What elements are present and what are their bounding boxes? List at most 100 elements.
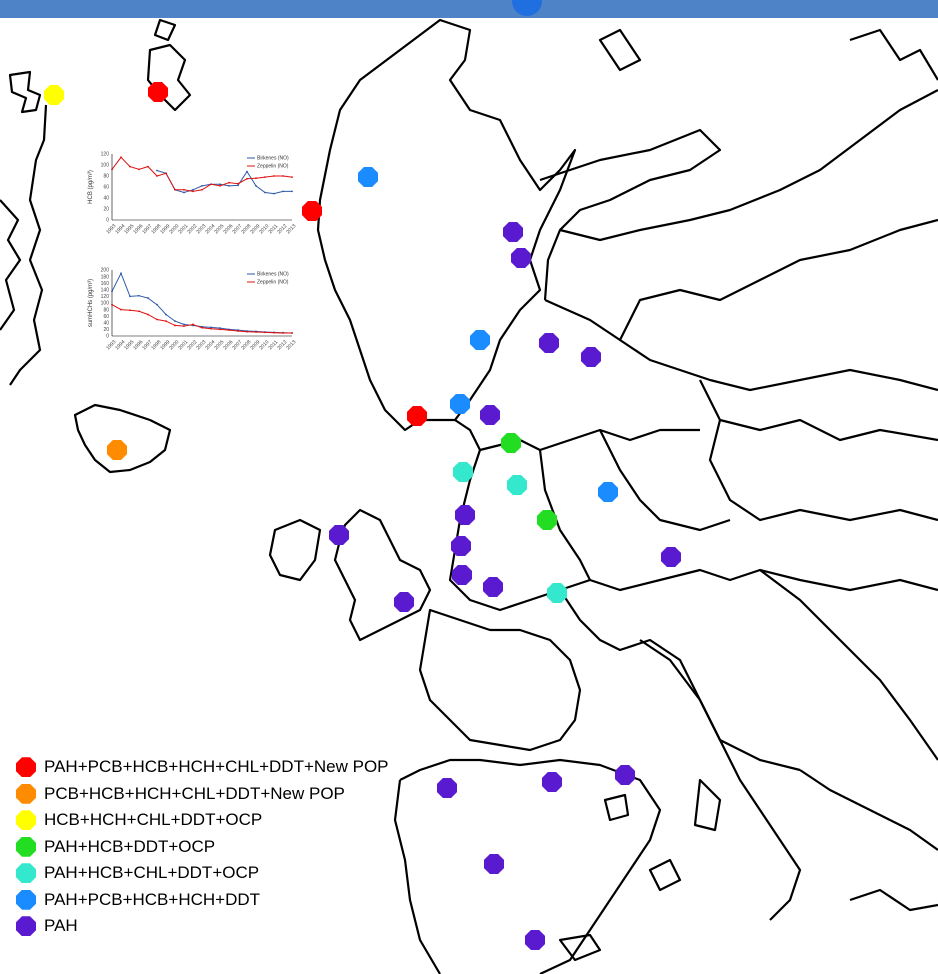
hch-line-chart: 0204060801001201401601802001993199419951… bbox=[88, 268, 298, 352]
station-marker bbox=[539, 333, 559, 353]
data-point bbox=[291, 176, 293, 178]
europe-map bbox=[0, 18, 938, 974]
y-tick-label: 160 bbox=[101, 281, 110, 287]
y-tick-label: 100 bbox=[101, 163, 110, 169]
legend-swatch bbox=[16, 810, 36, 831]
series-line bbox=[111, 304, 292, 334]
station-marker bbox=[329, 525, 349, 545]
data-point bbox=[201, 188, 203, 191]
coastlines bbox=[0, 18, 938, 974]
legend-item: HCB+HCH+CHL+DDT+OCP bbox=[16, 807, 389, 834]
legend-label: PAH bbox=[44, 916, 78, 936]
data-point bbox=[273, 192, 275, 195]
data-point bbox=[282, 175, 284, 177]
legend-swatch bbox=[16, 889, 36, 910]
monitoring-stations bbox=[44, 82, 681, 950]
data-point bbox=[174, 324, 176, 327]
station-marker bbox=[394, 592, 414, 612]
station-marker bbox=[470, 330, 490, 350]
data-point bbox=[282, 190, 284, 193]
data-point bbox=[219, 185, 221, 187]
station-marker bbox=[503, 222, 523, 242]
legend-item: PCB+HCB+HCH+CHL+DDT+New POP bbox=[16, 781, 389, 808]
data-point bbox=[138, 294, 140, 297]
station-marker bbox=[537, 510, 557, 530]
data-point bbox=[183, 188, 185, 191]
data-point bbox=[210, 327, 212, 330]
data-point bbox=[246, 177, 248, 180]
data-point bbox=[129, 295, 131, 298]
data-point bbox=[156, 175, 158, 177]
data-point bbox=[165, 320, 167, 323]
data-point bbox=[210, 326, 212, 329]
y-tick-label: 100 bbox=[101, 301, 110, 307]
y-tick-label: 40 bbox=[103, 196, 109, 202]
legend-swatch bbox=[16, 863, 36, 884]
y-tick-label: 180 bbox=[101, 274, 110, 280]
station-marker bbox=[598, 482, 618, 502]
station-marker bbox=[581, 347, 601, 367]
data-point bbox=[264, 191, 266, 194]
data-point bbox=[255, 331, 257, 333]
station-marker bbox=[452, 565, 472, 585]
data-point bbox=[192, 190, 194, 193]
legend-item: PAH+PCB+HCB+HCH+DDT bbox=[16, 887, 389, 914]
y-axis-label: HCB (pg/m³) bbox=[88, 170, 94, 204]
legend-item: PAH+PCB+HCB+HCH+CHL+DDT+New POP bbox=[16, 754, 389, 781]
data-point bbox=[273, 331, 275, 334]
y-axis-label: sumHCHs (pg/m³) bbox=[88, 279, 94, 327]
station-marker bbox=[525, 930, 545, 950]
legend-swatch bbox=[16, 836, 36, 857]
data-point bbox=[192, 188, 194, 191]
hcb-inset-chart: 0 20 40 60 80 100 120 1993 1994 1995 1996 1997 1998 1… bbox=[84, 148, 299, 244]
y-tick-label: 120 bbox=[101, 294, 110, 300]
station-marker bbox=[450, 394, 470, 414]
station-marker bbox=[615, 765, 635, 785]
data-point bbox=[183, 191, 185, 194]
chart-legend-label: Birkenes (NO) bbox=[257, 272, 289, 278]
legend-swatch bbox=[16, 916, 36, 937]
station-marker bbox=[302, 201, 322, 221]
station-marker bbox=[358, 167, 378, 187]
station-marker bbox=[437, 778, 457, 798]
data-point bbox=[147, 313, 149, 316]
data-point bbox=[264, 176, 266, 178]
y-tick-label: 120 bbox=[101, 152, 110, 158]
legend-swatch bbox=[16, 783, 36, 804]
data-point bbox=[129, 309, 131, 312]
station-marker bbox=[107, 440, 127, 460]
y-tick-label: 80 bbox=[103, 307, 109, 313]
data-point bbox=[237, 182, 239, 185]
data-point bbox=[174, 188, 176, 191]
data-point bbox=[174, 320, 176, 323]
data-point bbox=[246, 330, 248, 333]
x-tick-label: 2013 bbox=[285, 339, 297, 351]
y-tick-label: 40 bbox=[103, 321, 109, 327]
data-point bbox=[282, 332, 284, 334]
data-point bbox=[219, 183, 221, 186]
chart-legend-label: Zeppelin (NO) bbox=[257, 280, 289, 286]
data-point bbox=[156, 318, 158, 321]
data-point bbox=[192, 323, 194, 326]
station-marker bbox=[148, 82, 168, 102]
data-point bbox=[264, 331, 266, 334]
y-tick-label: 0 bbox=[106, 334, 109, 340]
data-point bbox=[183, 325, 185, 327]
y-tick-label: 60 bbox=[103, 185, 109, 191]
data-point bbox=[291, 190, 293, 193]
data-point bbox=[165, 313, 167, 316]
data-point bbox=[111, 168, 113, 171]
series-line bbox=[156, 170, 292, 195]
y-tick-label: 0 bbox=[106, 218, 109, 224]
data-point bbox=[255, 185, 257, 187]
y-tick-label: 200 bbox=[101, 268, 110, 274]
data-point bbox=[201, 326, 203, 329]
legend-label: PAH+PCB+HCB+HCH+CHL+DDT+New POP bbox=[44, 757, 389, 777]
station-marker bbox=[407, 406, 427, 426]
station-marker bbox=[507, 475, 527, 495]
data-point bbox=[201, 185, 203, 187]
legend: PAH+PCB+HCB+HCH+CHL+DDT+New POP PCB+HCB+H… bbox=[16, 754, 389, 940]
legend-label: PAH+PCB+HCB+HCH+DDT bbox=[44, 889, 261, 909]
chart-legend-label: Birkenes (NO) bbox=[257, 156, 289, 162]
legend-label: PAH+HCB+CHL+DDT+OCP bbox=[44, 863, 260, 883]
